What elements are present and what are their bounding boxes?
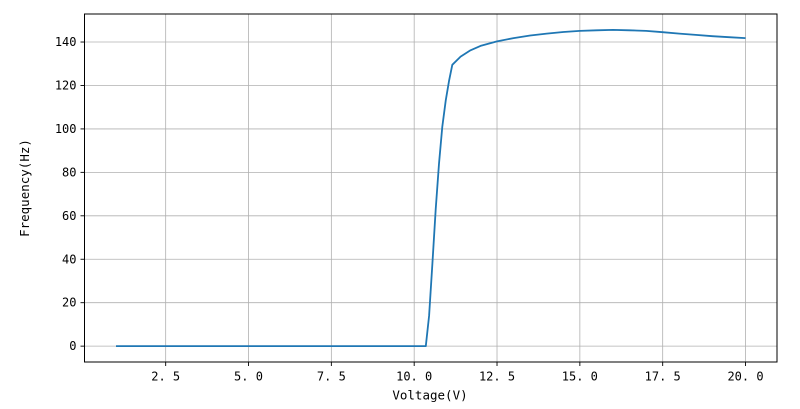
grid-lines [84, 14, 777, 362]
x-tick-label: 20. 0 [727, 370, 763, 384]
y-tick-label: 140 [55, 35, 77, 49]
x-tick-label: 15. 0 [562, 370, 598, 384]
y-axis-label: Frequency(Hz) [17, 139, 32, 237]
x-tick-labels: 2. 5 5. 0 7. 5 10. 0 12. 5 15. 0 17. 5 20. 0 [151, 370, 763, 384]
x-tick-label: 17. 5 [645, 370, 681, 384]
y-tick-label: 120 [55, 78, 77, 92]
x-tick-label: 10. 0 [396, 370, 432, 384]
y-tick-label: 60 [62, 209, 76, 223]
y-tick-label: 20 [62, 296, 76, 310]
y-tick-label: 40 [62, 252, 76, 266]
y-tick-label: 0 [69, 339, 76, 353]
x-tick-label: 2. 5 [151, 370, 180, 384]
x-tick-label: 12. 5 [479, 370, 515, 384]
data-series-layer [116, 28, 746, 348]
axes-spines [84, 13, 778, 363]
y-tick-label: 80 [62, 165, 76, 179]
y-tick-label: 100 [55, 122, 77, 136]
x-tick-label: 5. 0 [234, 370, 263, 384]
y-tick-labels: 0 20 40 60 80 100 120 140 [55, 35, 77, 353]
x-tick-label: 7. 5 [317, 370, 346, 384]
x-axis-label: Voltage(V) [392, 388, 467, 403]
frequency-curve [116, 28, 746, 348]
tick-marks [80, 41, 746, 366]
plot-border [84, 13, 778, 363]
